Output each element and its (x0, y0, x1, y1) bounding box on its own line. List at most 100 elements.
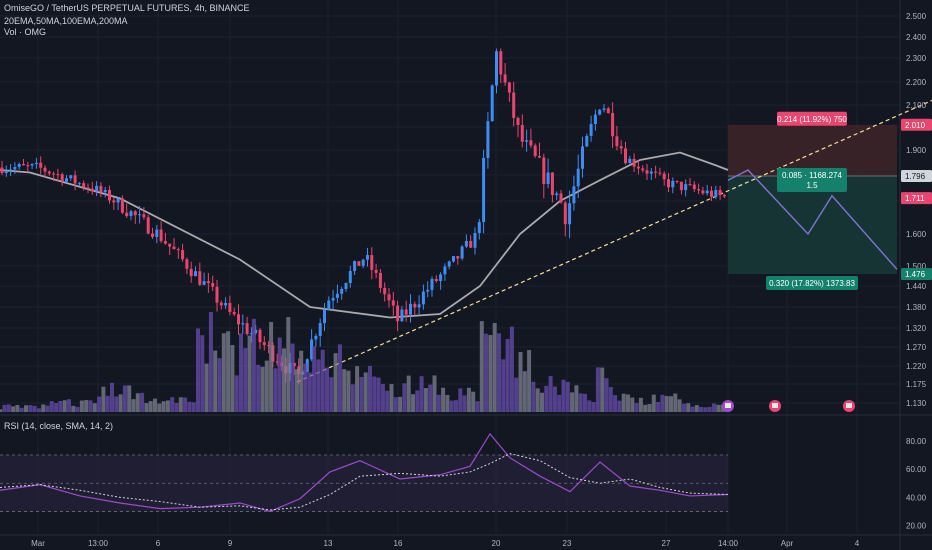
candle-body-29 (125, 212, 129, 217)
stop-badge-text-0: 0.214 (11.92%) 750 (777, 115, 847, 124)
volume-bar-55 (234, 375, 239, 412)
candle-body-131 (563, 202, 567, 225)
candle-body-135 (581, 146, 584, 169)
candle-body-146 (628, 158, 632, 164)
position-zones[interactable] (728, 124, 897, 274)
candle-body-157 (675, 180, 679, 182)
target-badge (766, 276, 858, 290)
volume-bar-152 (651, 394, 656, 412)
candle-body-111 (477, 222, 481, 234)
price-tag-text-current: 1.711 (905, 194, 925, 203)
candle-body-122 (525, 140, 529, 142)
volume-bar-84 (359, 376, 364, 412)
candle-body-37 (159, 229, 163, 241)
candles[interactable] (0, 48, 726, 385)
volume-bar-101 (432, 375, 437, 412)
volume-bar-73 (312, 346, 317, 412)
candle-body-45 (194, 271, 197, 277)
candle-body-21 (90, 188, 94, 192)
calendar-icon-2-glyph (846, 403, 852, 408)
volume-bar-42 (178, 397, 183, 412)
candle-body-142 (611, 113, 615, 137)
volume-bar-167 (716, 404, 721, 412)
volume-bar-65 (277, 337, 282, 412)
candle-body-13 (56, 174, 60, 176)
volume-bar-156 (669, 396, 673, 412)
candle-body-119 (512, 92, 516, 118)
volume-bar-115 (492, 322, 497, 412)
volume-bar-161 (690, 406, 695, 412)
volume-bar-157 (673, 393, 678, 412)
candle-body-23 (99, 185, 103, 193)
volume-bar-15 (62, 400, 67, 412)
candle-body-167 (718, 190, 722, 196)
price-tick-11: 1.440 (906, 282, 927, 291)
candle-body-64 (275, 361, 279, 363)
candle-body-133 (572, 186, 576, 204)
volume-bar-36 (153, 398, 157, 412)
volume-bar-112 (479, 321, 484, 412)
volume-bar-121 (518, 351, 523, 412)
volume-bar-18 (75, 406, 80, 412)
candle-body-156 (671, 180, 675, 188)
candle-body-20 (86, 187, 90, 189)
volume-bar-97 (415, 390, 420, 412)
price-axis[interactable]: 2.5002.4002.3002.2002.1002.0001.9001.800… (906, 12, 927, 408)
candle-body-46 (198, 271, 202, 285)
volume-bar-50 (213, 350, 218, 412)
volume-bar-133 (570, 392, 575, 412)
calendar-icon-1-glyph (772, 403, 778, 408)
volume-bar-136 (583, 393, 587, 412)
volume-bar-54 (230, 345, 235, 412)
volume-bar-25 (105, 395, 110, 412)
entry-badge-text-1: 1.5 (806, 181, 818, 190)
volume-bar-98 (419, 376, 424, 412)
candle-body-10 (43, 167, 47, 172)
candle-body-41 (176, 249, 180, 251)
candle-body-26 (112, 200, 116, 203)
volume-bar-118 (505, 339, 510, 412)
volume-bar-90 (385, 390, 390, 412)
volume-bar-120 (514, 377, 519, 412)
volume-bar-140 (600, 367, 605, 412)
candle-body-58 (249, 333, 253, 335)
moving-average (0, 151, 729, 319)
entry-badge (777, 168, 847, 192)
candle-body-7 (30, 164, 34, 166)
volume-bar-20 (84, 400, 89, 412)
volume-bar-22 (92, 403, 97, 412)
candle-body-49 (211, 283, 215, 287)
volume-bar-43 (183, 397, 188, 412)
time-tick-5: 16 (394, 539, 403, 548)
candle-body-91 (391, 300, 395, 306)
price-tick-13: 1.320 (906, 324, 927, 333)
projection-path[interactable] (727, 169, 898, 270)
candle-body-17 (73, 175, 77, 184)
candle-body-137 (589, 124, 593, 136)
event-icons[interactable] (722, 400, 855, 412)
candle-body-51 (219, 302, 223, 306)
price-tick-6: 1.900 (906, 146, 927, 155)
volume-bar-71 (303, 363, 308, 412)
target-zone (728, 176, 897, 274)
trendline[interactable] (296, 99, 932, 383)
candle-body-54 (232, 312, 236, 315)
volume-bar-113 (484, 333, 489, 412)
candle-body-9 (39, 162, 43, 168)
volume-bar-96 (411, 394, 415, 412)
lightning-icon-glyph (725, 403, 731, 408)
volume-bar-147 (630, 397, 635, 412)
volume-bar-139 (595, 367, 600, 412)
candle-body-73 (314, 335, 318, 340)
volume-bar-114 (488, 335, 493, 412)
volume-bar-48 (204, 363, 209, 412)
volume-bar-99 (423, 388, 428, 412)
volume-bar-33 (140, 392, 145, 412)
time-axis[interactable]: Mar 13:00 6 9 13 16 20 23 27 14:00 Apr 4 (31, 539, 860, 548)
chart-title: OmiseGO / TetherUS PERPETUAL FUTURES, 4h… (4, 3, 250, 13)
candle-body-34 (146, 217, 150, 234)
price-tick-10: 1.500 (906, 262, 927, 271)
candle-body-107 (460, 246, 464, 259)
candle-body-30 (129, 211, 133, 217)
